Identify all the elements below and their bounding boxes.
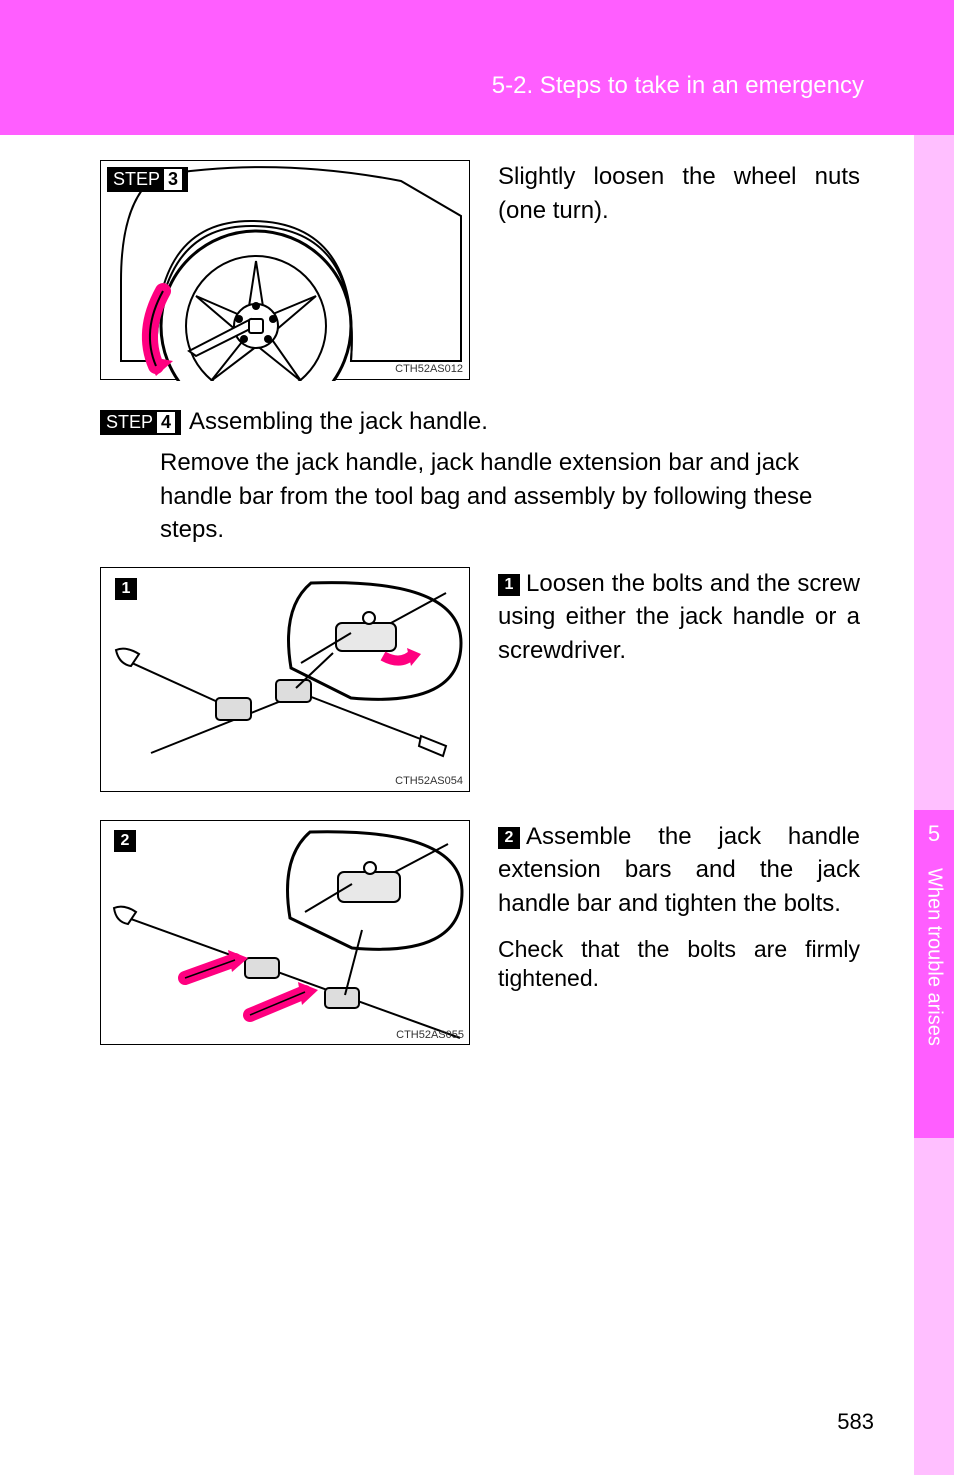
wheel-illustration xyxy=(101,161,471,381)
step3-row: STEP 3 xyxy=(100,160,860,380)
chapter-number-tab: 5 xyxy=(914,810,954,858)
step-label: STEP xyxy=(113,169,160,190)
sub1-num-inline: 1 xyxy=(498,574,520,596)
step-number: 4 xyxy=(157,412,175,433)
step4-sub1-row: 1 xyxy=(100,567,860,792)
step4-badge: STEP 4 xyxy=(100,410,181,435)
header-bar xyxy=(0,0,954,135)
step4-heading: STEP 4 Assembling the jack handle. xyxy=(100,408,860,436)
step4-sub2-row: 2 xyxy=(100,820,860,1045)
step4-intro: Remove the jack handle, jack handle exte… xyxy=(160,446,860,547)
sub2-body: Assemble the jack handle extension bars … xyxy=(498,823,860,917)
sub1-body: Loosen the bolts and the screw using eit… xyxy=(498,570,860,664)
sub1-figure: 1 xyxy=(100,567,470,792)
sub2-text: 2Assemble the jack handle extension bars… xyxy=(498,820,860,995)
step3-text: Slightly loosen the wheel nuts (one turn… xyxy=(498,160,860,227)
figure-code: CTH52AS055 xyxy=(396,1029,464,1041)
sub2-figure: 2 xyxy=(100,820,470,1045)
page-number: 583 xyxy=(837,1409,874,1435)
sub1-num-icon: 1 xyxy=(115,578,137,600)
figure-code: CTH52AS012 xyxy=(395,363,463,375)
section-header: 5-2. Steps to take in an emergency xyxy=(0,72,954,100)
step-label: STEP xyxy=(106,412,153,433)
side-column xyxy=(914,135,954,1475)
sub2-note: Check that the bolts are firmly tightene… xyxy=(498,935,860,995)
step3-figure: STEP 3 xyxy=(100,160,470,380)
figure-code: CTH52AS054 xyxy=(395,775,463,787)
page-root: 5-2. Steps to take in an emergency 5 Whe… xyxy=(0,0,954,1475)
sub2-num-icon: 2 xyxy=(114,830,136,852)
sub1-text: 1Loosen the bolts and the screw using ei… xyxy=(498,567,860,668)
step-number: 3 xyxy=(164,169,182,190)
sub2-num-inline: 2 xyxy=(498,827,520,849)
step3-badge: STEP 3 xyxy=(107,167,188,192)
step4-title: Assembling the jack handle. xyxy=(189,408,488,436)
chapter-label-tab: When trouble arises xyxy=(914,858,954,1138)
jack-handle-loosen-illustration xyxy=(101,568,471,793)
chapter-label-text: When trouble arises xyxy=(923,858,946,1046)
content-area: STEP 3 xyxy=(100,160,860,1073)
